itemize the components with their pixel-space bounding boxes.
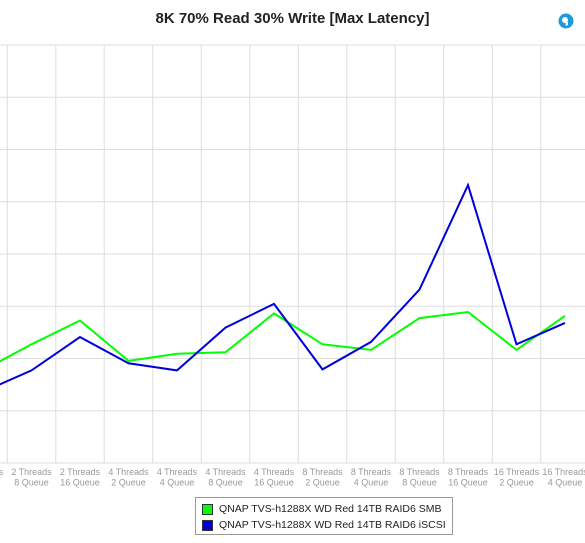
x-tick-label: 8 Threads 2 Queue — [302, 467, 343, 488]
x-tick-label: 16 Threads 4 Queue — [542, 467, 585, 488]
legend: QNAP TVS-h1288X WD Red 14TB RAID6 SMB QN… — [195, 497, 453, 535]
legend-item-iscsi[interactable]: QNAP TVS-h1288X WD Red 14TB RAID6 iSCSI — [202, 517, 446, 533]
grid-layer — [0, 44, 585, 464]
legend-item-smb[interactable]: QNAP TVS-h1288X WD Red 14TB RAID6 SMB — [202, 501, 446, 517]
series-line-0 — [0, 310, 566, 363]
x-tick-label: 2 Threads 8 Queue — [11, 467, 52, 488]
brand-logo-icon — [558, 13, 574, 29]
x-tick-label: 8 Threads 4 Queue — [351, 467, 392, 488]
x-tick-label: 2 Threads 16 Queue — [60, 467, 101, 488]
legend-label-iscsi: QNAP TVS-h1288X WD Red 14TB RAID6 iSCSI — [219, 519, 446, 531]
x-tick-label: 8 Threads 16 Queue — [448, 467, 489, 488]
x-tick-label: 4 Threads 4 Queue — [157, 467, 198, 488]
x-tick-label: 4 Threads 8 Queue — [205, 467, 246, 488]
series-layer — [0, 182, 566, 386]
x-tick-label: 16 Threads 2 Queue — [494, 467, 540, 488]
x-tick-label: 4 Threads 2 Queue — [108, 467, 149, 488]
series-line-1 — [0, 182, 566, 386]
legend-swatch-smb — [202, 503, 213, 515]
x-tick-label: 4 Threads 16 Queue — [254, 467, 295, 488]
x-tick-label: 8 Threads 8 Queue — [399, 467, 440, 488]
legend-label-smb: QNAP TVS-h1288X WD Red 14TB RAID6 SMB — [219, 503, 442, 515]
chart-title: 8K 70% Read 30% Write [Max Latency] — [155, 10, 430, 27]
legend-swatch-iscsi — [202, 519, 213, 531]
